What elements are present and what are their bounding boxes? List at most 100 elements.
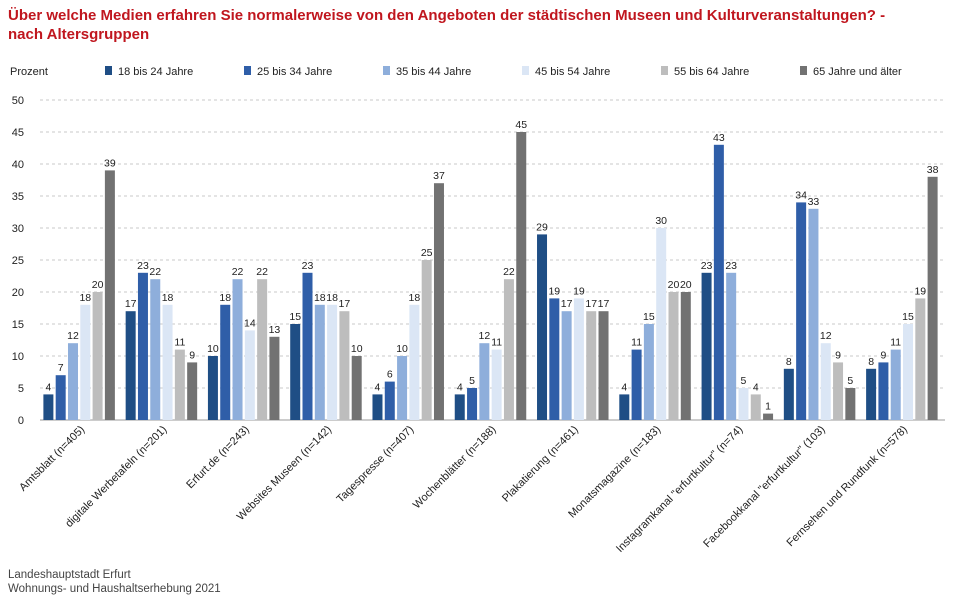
data-label: 23 [137,260,149,272]
data-label: 23 [725,260,737,272]
bar [232,279,243,420]
bar [187,362,198,420]
data-label: 20 [92,279,104,291]
data-label: 18 [162,292,174,304]
bar [656,228,667,420]
data-label: 13 [269,324,281,336]
bar [384,381,395,420]
data-label: 17 [125,298,137,310]
bar [845,388,856,420]
bar [750,394,761,420]
bar [80,304,91,420]
legend-swatch [522,66,529,75]
bar [726,272,737,420]
data-label: 5 [847,375,853,387]
bar [327,304,338,420]
data-label: 11 [890,337,901,349]
data-label: 12 [820,330,832,342]
data-label: 23 [701,260,713,272]
data-label: 18 [314,292,326,304]
data-label: 11 [631,337,642,349]
bar [537,234,548,420]
legend: 18 bis 24 Jahre 25 bis 34 Jahre 35 bis 44 … [105,66,902,78]
x-tick-label: Plakatierung (n=461) [500,424,581,505]
data-label: 19 [914,285,926,297]
data-label: 29 [536,221,548,233]
data-label: 10 [396,343,408,355]
data-label: 22 [232,266,244,278]
data-label: 10 [207,343,219,355]
data-label: 18 [326,292,338,304]
bar [586,311,597,420]
bar [104,170,115,420]
bar [339,311,350,420]
data-label: 15 [902,311,914,323]
y-tick-label: 30 [12,223,24,235]
data-label: 17 [339,298,351,310]
bar [701,272,712,420]
chart-title: Über welche Medien erfahren Sie normaler… [8,7,886,43]
data-label: 12 [479,330,491,342]
bar [668,292,679,420]
y-tick-label: 0 [18,415,24,427]
data-label: 4 [375,381,381,393]
bar [454,394,465,420]
data-label: 6 [387,369,393,381]
legend-label: 55 bis 64 Jahre [674,66,749,78]
data-label: 30 [655,215,667,227]
footer-survey: Wohnungs- und Haushaltserhebung 2021 [8,583,221,595]
legend-swatch [244,66,251,75]
bar [796,202,807,420]
data-label: 17 [598,298,610,310]
data-label: 38 [927,164,939,176]
data-label: 7 [58,362,64,374]
bar [915,298,926,420]
bar [783,368,794,420]
data-label: 22 [256,266,268,278]
bar [643,324,654,420]
bar [433,183,444,420]
bar [573,298,584,420]
data-label: 4 [45,381,51,393]
data-label: 45 [515,119,527,131]
y-axis-label: Prozent [10,66,48,78]
data-label: 1 [765,401,771,413]
bar [866,368,877,420]
legend-swatch [661,66,668,75]
data-label: 11 [491,337,502,349]
data-label: 43 [713,132,725,144]
data-label: 19 [573,285,585,297]
legend-label: 35 bis 44 Jahre [396,66,471,78]
data-label: 9 [189,349,195,361]
bar [491,349,502,420]
data-label: 14 [244,317,256,329]
data-label: 18 [79,292,91,304]
y-axis: Prozent 0 5 10 15 20 25 30 35 40 45 50 [10,66,48,427]
bar [244,330,255,420]
bar [808,208,819,420]
data-label: 15 [643,311,655,323]
data-label: 11 [174,337,185,349]
bar [479,343,490,420]
bar [55,375,66,420]
bar [290,324,301,420]
bar [150,279,161,420]
bar [302,272,313,420]
bar [314,304,325,420]
bar [467,388,478,420]
data-label: 5 [469,375,475,387]
bar [269,336,280,420]
bar [738,388,749,420]
y-tick-label: 45 [12,127,24,139]
data-label: 4 [457,381,463,393]
bar [516,132,527,420]
data-label: 17 [561,298,573,310]
footer: Landeshauptstadt Erfurt Wohnungs- und Ha… [8,568,221,596]
legend-swatch [800,66,807,75]
data-label: 10 [351,343,363,355]
bar [372,394,383,420]
data-label: 25 [421,247,433,259]
data-label: 37 [433,170,445,182]
y-tick-label: 25 [12,255,24,267]
